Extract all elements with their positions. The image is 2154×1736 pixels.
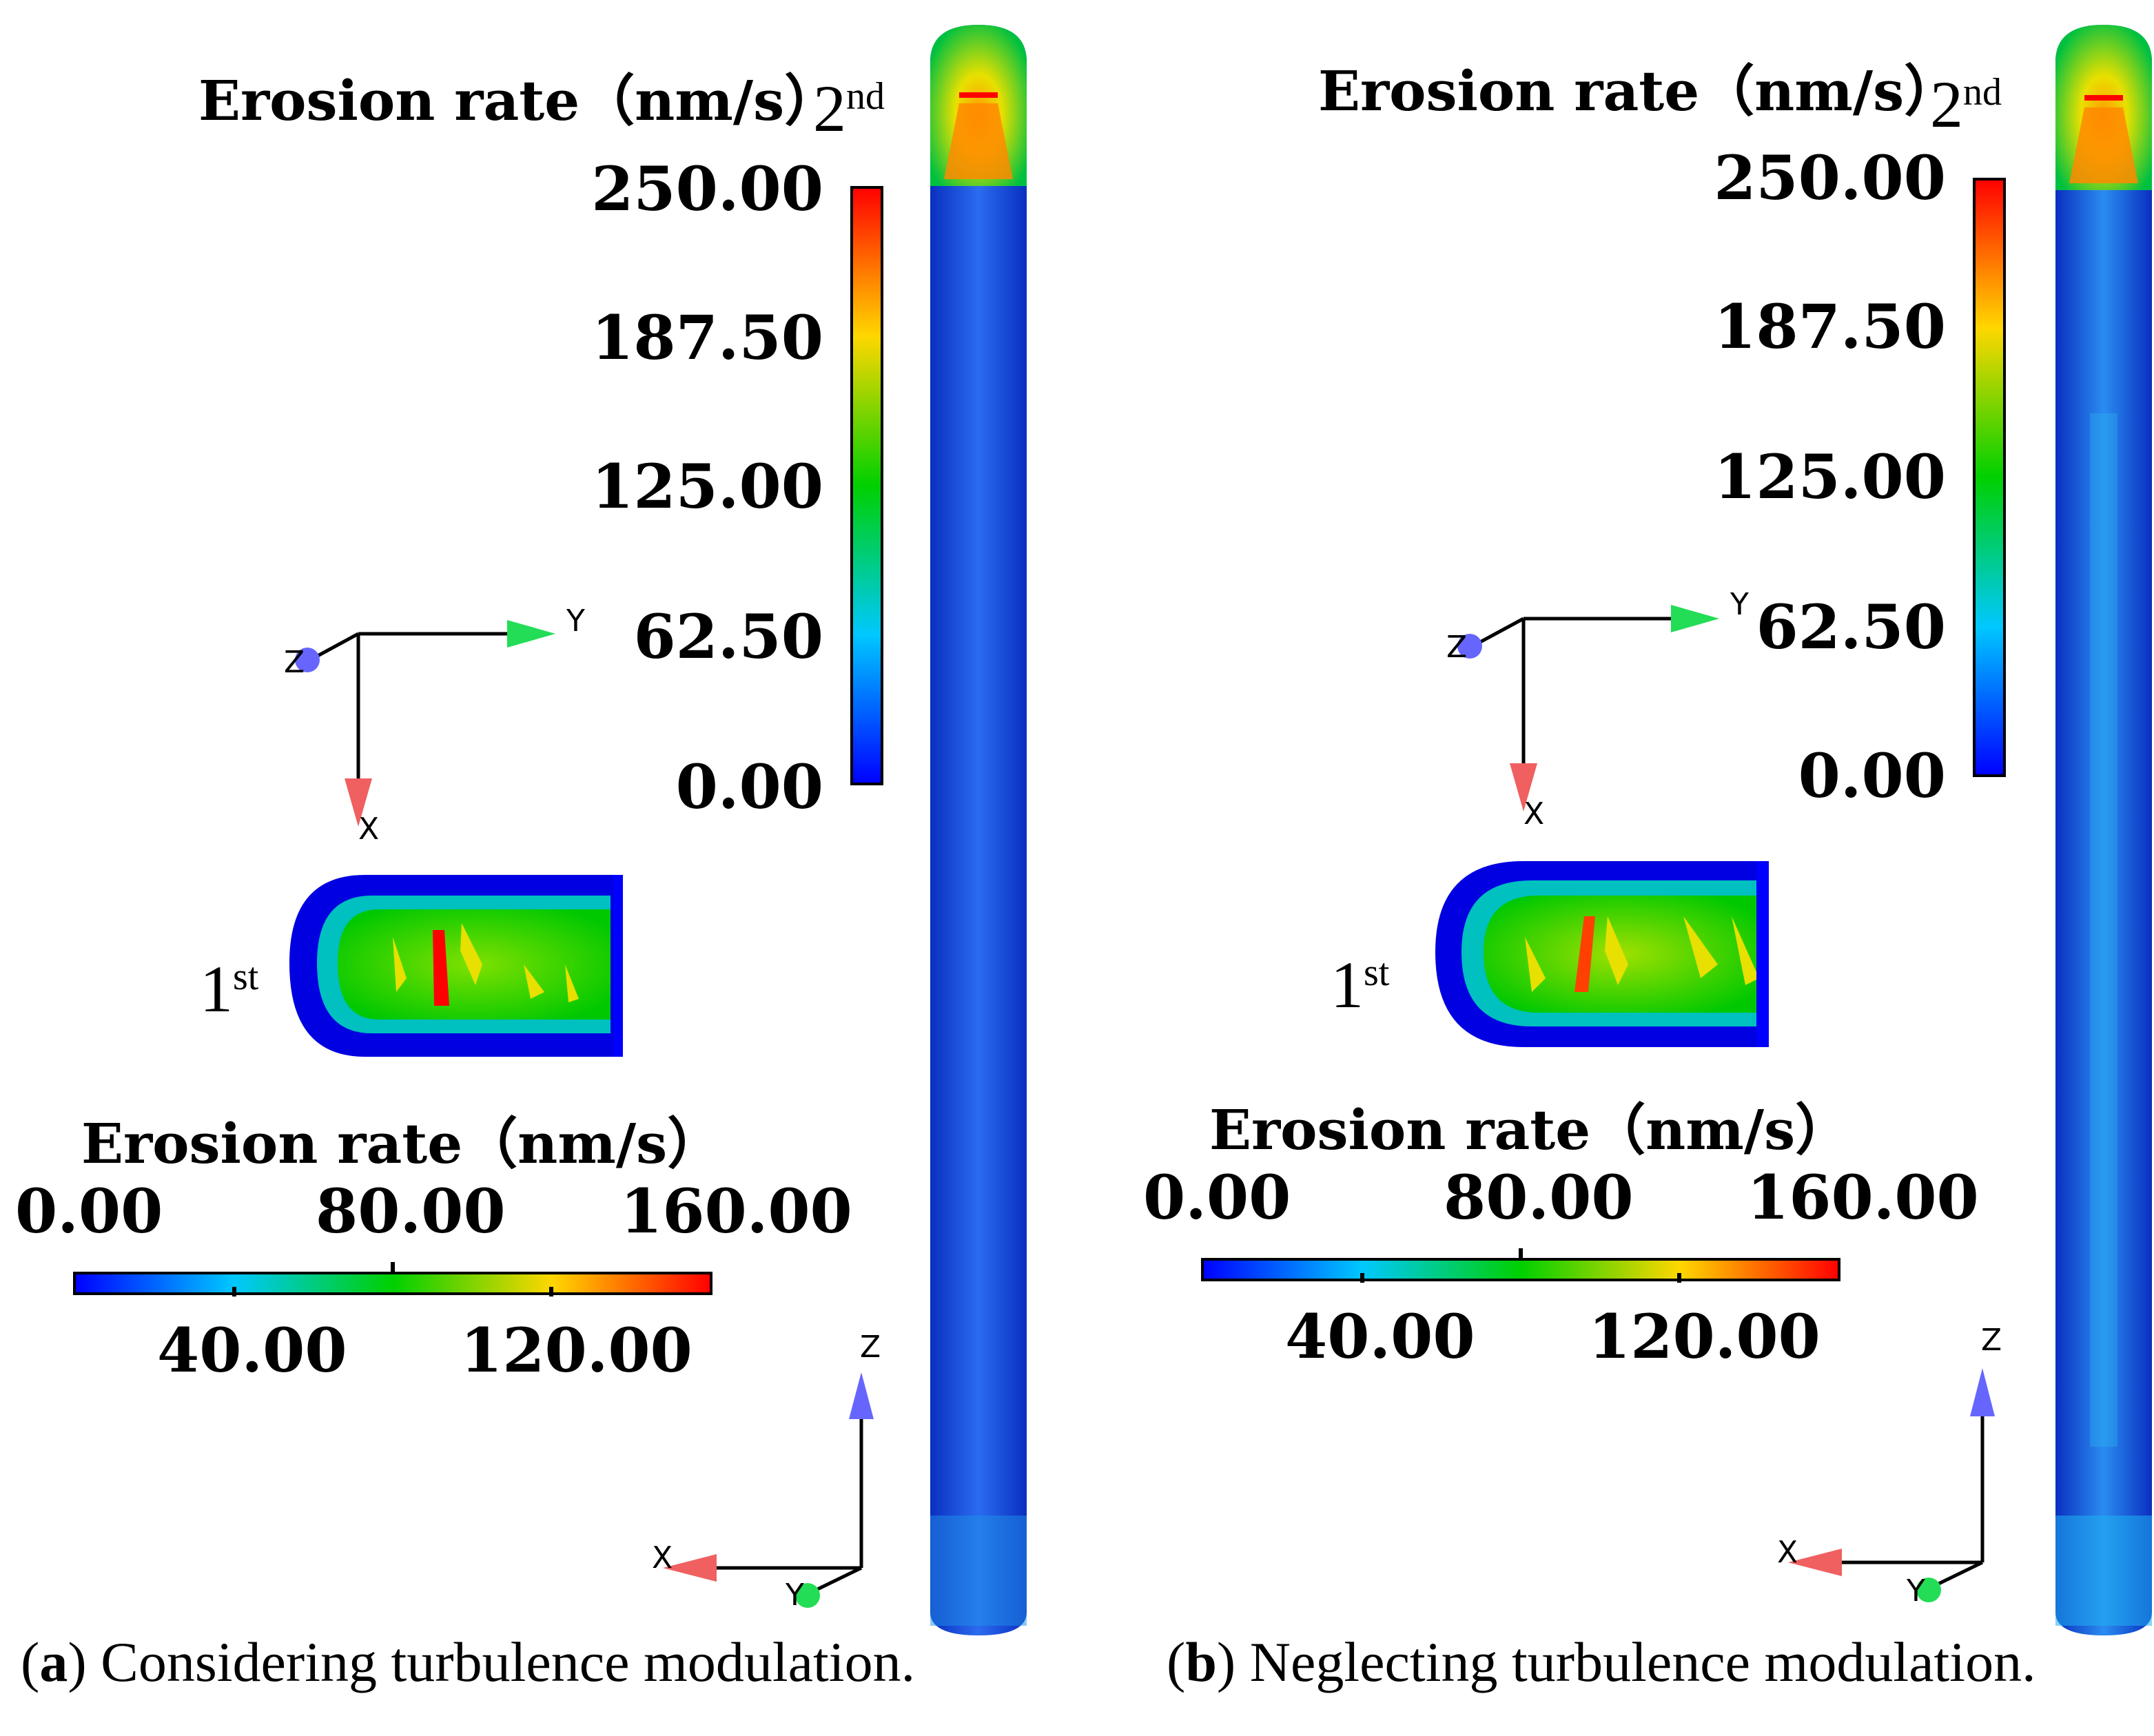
panel-a: Erosion rate（nm/s） 250.00 187.50 125.00 …: [15, 25, 1027, 1693]
axis-label-x: X: [652, 1540, 673, 1575]
horizontal-colorbar: [73, 1272, 712, 1295]
axis-triad-bottom: [1788, 1368, 1995, 1602]
axis-triad-top: [1457, 605, 1719, 812]
second-label-main: 2: [1930, 68, 1963, 141]
second-section-label: 2nd: [1930, 66, 2002, 143]
horizontal-top-tick: 160.00: [1747, 1161, 1979, 1233]
axis-label-x: X: [358, 812, 380, 847]
first-section-label: 1st: [200, 951, 258, 1027]
caption-text: Neglecting turbulence modulation.: [1249, 1631, 2036, 1693]
vertical-tick-label: 125.00: [1714, 441, 1946, 513]
caption-letter: b: [1185, 1631, 1217, 1693]
caption-text: Considering turbulence modulation.: [101, 1631, 916, 1693]
axis-label-x: X: [1524, 796, 1545, 831]
vertical-tick-label: 250.00: [591, 153, 823, 225]
horizontal-colorbar-title: Erosion rate（nm/s）: [81, 1111, 723, 1176]
second-label-main: 2: [813, 72, 846, 145]
vertical-colorbar-title: Erosion rate（nm/s）: [1318, 59, 1960, 123]
vertical-tick-label: 62.50: [633, 601, 823, 672]
axis-label-y: Y: [1907, 1573, 1925, 1609]
horizontal-top-tick: 160.00: [620, 1175, 852, 1247]
caption-letter: a: [39, 1631, 68, 1693]
axis-label-z: Z: [1981, 1323, 2002, 1358]
axis-label-z: Z: [860, 1330, 881, 1365]
first-section-label: 1st: [1331, 947, 1389, 1023]
pipe-first-section: [289, 875, 623, 1057]
vertical-tick-label: 187.50: [1714, 291, 1946, 362]
caption-b: (b) Neglecting turbulence modulation.: [1167, 1631, 2036, 1693]
first-label-sup: st: [1364, 951, 1390, 994]
horizontal-top-tick: 0.00: [1143, 1161, 1291, 1233]
horizontal-top-tick: 80.00: [316, 1175, 506, 1247]
axis-triad-bottom: [663, 1372, 874, 1608]
vertical-colorbar: [850, 186, 883, 785]
vertical-tick-label: 0.00: [1798, 740, 1946, 812]
vertical-tick-label: 125.00: [591, 451, 823, 522]
horizontal-colorbar-title: Erosion rate（nm/s）: [1209, 1097, 1851, 1162]
axis-label-y: Y: [786, 1578, 804, 1613]
horizontal-bottom-tick: 40.00: [157, 1314, 347, 1386]
vertical-colorbar: [1973, 178, 2006, 777]
second-label-sup: nd: [846, 75, 885, 118]
vertical-tick-label: 62.50: [1756, 591, 1946, 663]
panel-b: Erosion rate（nm/s） 250.00 187.50 125.00 …: [1077, 0, 2154, 1736]
horizontal-bottom-tick: 120.00: [1588, 1301, 1820, 1372]
vertical-colorbar-title: Erosion rate（nm/s）: [198, 68, 840, 133]
panel-b-graphics: [1201, 25, 2152, 1635]
axis-label-z: Z: [284, 645, 305, 680]
pipe-first-section: [1435, 861, 1769, 1047]
panel-a-graphics: [73, 25, 1027, 1635]
horizontal-top-tick: 80.00: [1444, 1161, 1634, 1233]
horizontal-top-tick: 0.00: [15, 1175, 163, 1247]
vertical-tick-label: 187.50: [591, 302, 823, 373]
second-section-label: 2nd: [813, 70, 885, 147]
axis-label-y: Y: [1730, 587, 1749, 622]
first-label-sup: st: [233, 955, 259, 998]
axis-triad-top: [295, 620, 555, 827]
second-label-sup: nd: [1963, 71, 2002, 114]
pipe-second-section: [930, 25, 1027, 1635]
horizontal-bottom-tick: 40.00: [1285, 1301, 1475, 1372]
axis-label-y: Y: [566, 603, 585, 639]
pipe-second-section: [2055, 25, 2152, 1635]
vertical-tick-label: 0.00: [675, 751, 823, 823]
axis-label-z: Z: [1446, 630, 1468, 665]
horizontal-colorbar: [1201, 1258, 1840, 1281]
caption-a: (a) Considering turbulence modulation.: [21, 1631, 916, 1693]
axis-label-x: X: [1777, 1535, 1798, 1570]
vertical-tick-label: 250.00: [1714, 142, 1946, 214]
first-label-main: 1: [1331, 948, 1364, 1022]
horizontal-bottom-tick: 120.00: [460, 1314, 693, 1386]
first-label-main: 1: [200, 952, 233, 1026]
